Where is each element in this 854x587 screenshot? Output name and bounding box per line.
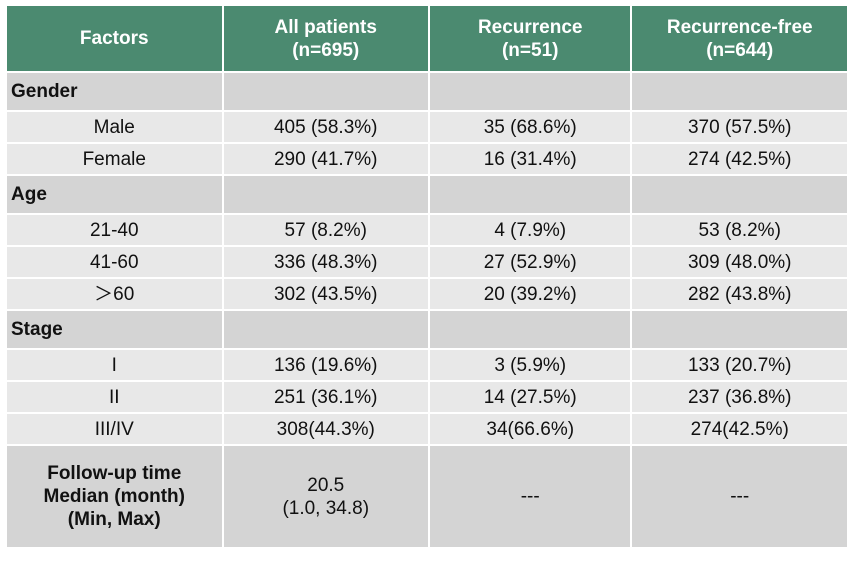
cell-line: 20.5 xyxy=(307,474,345,496)
data-cell: 251 (36.1%) xyxy=(223,382,428,412)
data-cell: III/IV xyxy=(7,414,222,444)
data-cell: 14 (27.5%) xyxy=(429,382,631,412)
header-row: Factors All patients (n=695) Recurrence (n=5… xyxy=(7,6,847,71)
data-row: III/IV 308(44.3%) 34(66.6%) 274(42.5%) xyxy=(7,414,847,444)
data-cell: Male xyxy=(7,112,222,142)
section-cell xyxy=(223,311,428,348)
data-cell: 20 (39.2%) xyxy=(429,279,631,309)
header-cell: Recurrence-free (n=644) xyxy=(632,6,847,71)
header-cell: All patients (n=695) xyxy=(223,6,428,71)
data-cell: 133 (20.7%) xyxy=(632,350,847,380)
cell-line: (1.0, 34.8) xyxy=(282,497,370,519)
data-cell: 53 (8.2%) xyxy=(632,215,847,245)
data-row: Female 290 (41.7%) 16 (31.4%) 274 (42.5%) xyxy=(7,144,847,174)
section-row: Stage xyxy=(7,311,847,348)
section-cell xyxy=(223,73,428,110)
section-cell xyxy=(429,311,631,348)
cell-line: (Min, Max) xyxy=(67,509,161,530)
cell-line: --- xyxy=(730,486,750,507)
cell-line: Factors xyxy=(79,28,149,49)
data-cell: 237 (36.8%) xyxy=(632,382,847,412)
cell-line: Follow-up time xyxy=(47,463,182,484)
data-table: Factors All patients (n=695) Recurrence (n=5… xyxy=(5,4,849,549)
data-cell: 290 (41.7%) xyxy=(223,144,428,174)
section-title: Gender xyxy=(7,73,222,110)
cell-line: (n=644) xyxy=(706,39,774,61)
data-cell: ＞60 xyxy=(7,279,222,309)
data-cell: 35 (68.6%) xyxy=(429,112,631,142)
cell-line: Recurrence xyxy=(477,16,583,38)
section-cell xyxy=(429,176,631,213)
data-cell: 4 (7.9%) xyxy=(429,215,631,245)
footer-cell: 20.5 (1.0, 34.8) xyxy=(223,446,428,547)
data-cell: 309 (48.0%) xyxy=(632,247,847,277)
data-cell: I xyxy=(7,350,222,380)
footer-cell: --- xyxy=(429,446,631,547)
data-cell: 336 (48.3%) xyxy=(223,247,428,277)
section-cell xyxy=(632,176,847,213)
data-cell: 274(42.5%) xyxy=(632,414,847,444)
section-cell xyxy=(223,176,428,213)
data-cell: 3 (5.9%) xyxy=(429,350,631,380)
data-cell: Female xyxy=(7,144,222,174)
cell-line: All patients xyxy=(274,16,377,38)
data-row: ＞60 302 (43.5%) 20 (39.2%) 282 (43.8%) xyxy=(7,279,847,309)
section-row: Gender xyxy=(7,73,847,110)
data-cell: 57 (8.2%) xyxy=(223,215,428,245)
section-cell xyxy=(632,311,847,348)
cell-line: (n=51) xyxy=(501,39,559,61)
cell-line: Median (month) xyxy=(43,486,185,507)
data-cell: 27 (52.9%) xyxy=(429,247,631,277)
footer-row: Follow-up time Median (month) (Min, Max) 20… xyxy=(7,446,847,547)
section-title: Stage xyxy=(7,311,222,348)
data-cell: 21-40 xyxy=(7,215,222,245)
section-cell xyxy=(429,73,631,110)
data-cell: 282 (43.8%) xyxy=(632,279,847,309)
data-cell: 308(44.3%) xyxy=(223,414,428,444)
cell-line: (n=695) xyxy=(292,39,360,61)
data-cell: 302 (43.5%) xyxy=(223,279,428,309)
data-cell: 405 (58.3%) xyxy=(223,112,428,142)
data-row: 41-60 336 (48.3%) 27 (52.9%) 309 (48.0%) xyxy=(7,247,847,277)
data-row: II 251 (36.1%) 14 (27.5%) 237 (36.8%) xyxy=(7,382,847,412)
data-cell: II xyxy=(7,382,222,412)
data-cell: 41-60 xyxy=(7,247,222,277)
cell-line: --- xyxy=(520,486,540,507)
data-cell: 274 (42.5%) xyxy=(632,144,847,174)
data-row: I 136 (19.6%) 3 (5.9%) 133 (20.7%) xyxy=(7,350,847,380)
section-cell xyxy=(632,73,847,110)
section-title: Age xyxy=(7,176,222,213)
header-cell: Recurrence (n=51) xyxy=(429,6,631,71)
data-cell: 34(66.6%) xyxy=(429,414,631,444)
footer-cell: Follow-up time Median (month) (Min, Max) xyxy=(7,446,222,547)
footer-cell: --- xyxy=(632,446,847,547)
data-row: 21-40 57 (8.2%) 4 (7.9%) 53 (8.2%) xyxy=(7,215,847,245)
data-row: Male 405 (58.3%) 35 (68.6%) 370 (57.5%) xyxy=(7,112,847,142)
header-cell: Factors xyxy=(7,6,222,71)
section-row: Age xyxy=(7,176,847,213)
cell-line: Recurrence-free xyxy=(666,16,813,38)
data-cell: 136 (19.6%) xyxy=(223,350,428,380)
data-cell: 370 (57.5%) xyxy=(632,112,847,142)
data-cell: 16 (31.4%) xyxy=(429,144,631,174)
